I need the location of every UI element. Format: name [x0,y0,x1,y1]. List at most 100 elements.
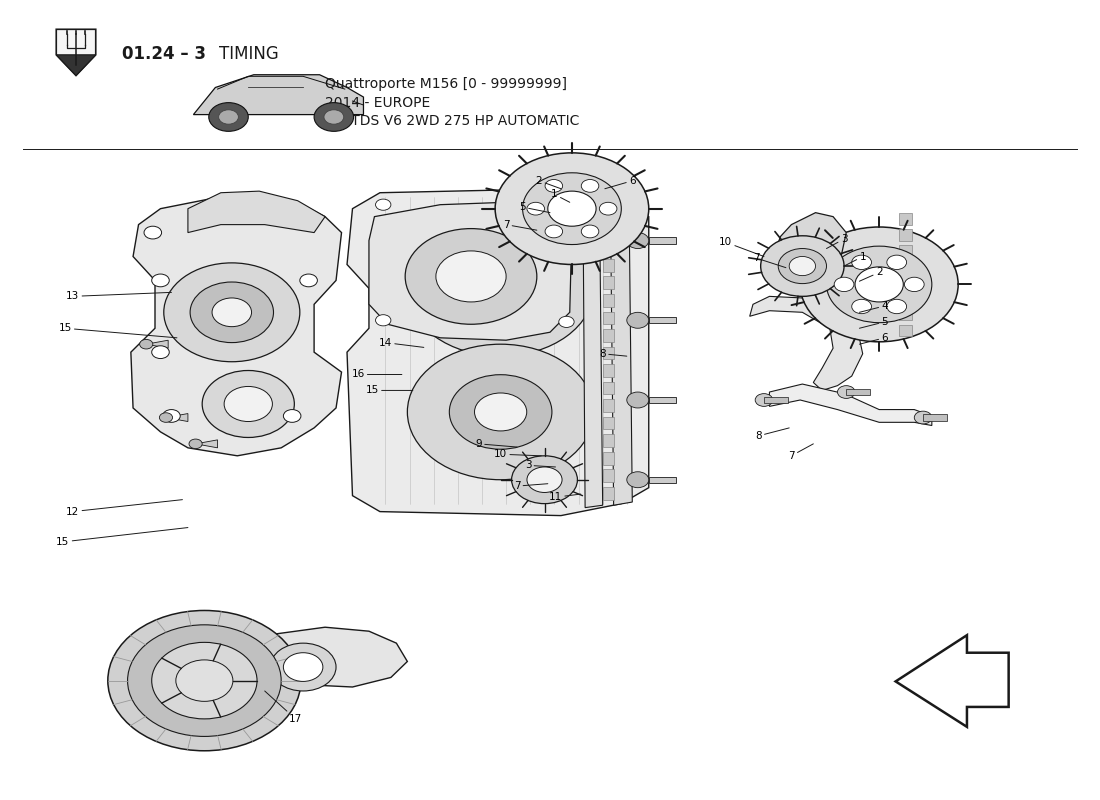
Polygon shape [188,191,326,233]
Polygon shape [603,242,614,254]
Polygon shape [583,191,603,508]
Polygon shape [603,452,614,465]
Circle shape [284,410,301,422]
Polygon shape [603,434,614,447]
Circle shape [449,251,552,326]
Polygon shape [603,294,614,306]
Polygon shape [899,309,912,320]
Circle shape [163,410,180,422]
Circle shape [600,202,617,215]
Text: 5: 5 [519,202,550,213]
Circle shape [761,236,844,296]
Text: 15: 15 [365,386,412,395]
Circle shape [284,653,323,682]
Circle shape [315,102,353,131]
Polygon shape [649,397,676,403]
Circle shape [375,314,390,326]
Text: 7: 7 [514,481,548,491]
Text: 5: 5 [859,317,888,328]
Circle shape [202,370,295,438]
Circle shape [212,298,252,326]
Text: 16: 16 [351,370,402,379]
Circle shape [224,386,273,422]
Text: 1: 1 [551,190,570,202]
Circle shape [512,456,578,504]
Text: 11: 11 [549,492,581,502]
Circle shape [778,249,826,284]
Polygon shape [146,340,168,348]
Polygon shape [368,202,572,340]
Circle shape [837,386,855,398]
Circle shape [219,110,239,124]
Circle shape [190,282,274,342]
Circle shape [522,173,622,245]
Polygon shape [899,214,912,225]
Circle shape [152,274,169,286]
Circle shape [527,202,544,215]
Circle shape [627,312,649,328]
Circle shape [800,227,958,342]
Circle shape [405,229,537,324]
Polygon shape [846,389,870,395]
Circle shape [375,199,390,210]
Circle shape [627,472,649,488]
Circle shape [152,346,169,358]
Polygon shape [899,262,912,273]
Polygon shape [131,197,341,456]
Polygon shape [899,293,912,304]
Polygon shape [603,277,614,289]
Circle shape [128,625,282,737]
Text: 3: 3 [826,234,847,249]
Circle shape [851,299,871,314]
Circle shape [495,153,649,265]
Polygon shape [649,317,676,323]
Text: 2: 2 [859,267,882,282]
Circle shape [474,393,527,431]
Polygon shape [769,384,932,426]
Text: 3: 3 [525,460,556,470]
Polygon shape [603,399,614,412]
Polygon shape [603,329,614,342]
Circle shape [548,191,596,226]
Circle shape [152,642,257,719]
Circle shape [209,102,249,131]
Polygon shape [603,470,614,482]
Circle shape [627,392,649,408]
Polygon shape [603,487,614,500]
Polygon shape [899,278,912,288]
Circle shape [834,278,854,291]
Text: 2014 - EUROPE: 2014 - EUROPE [326,96,430,110]
Circle shape [300,274,318,286]
Text: 7: 7 [503,220,537,230]
Circle shape [407,221,594,356]
Polygon shape [205,627,407,689]
Text: 14: 14 [378,338,424,347]
Circle shape [144,226,162,239]
Circle shape [108,610,301,750]
Text: 3.0 TDS V6 2WD 275 HP AUTOMATIC: 3.0 TDS V6 2WD 275 HP AUTOMATIC [326,114,580,128]
Circle shape [527,467,562,493]
Polygon shape [603,382,614,394]
Circle shape [559,202,574,213]
Circle shape [324,110,343,124]
Polygon shape [346,189,649,515]
Circle shape [627,233,649,249]
Text: 12: 12 [66,500,183,517]
Circle shape [789,257,815,276]
Circle shape [189,439,202,449]
Text: 10: 10 [494,450,541,459]
Circle shape [160,413,173,422]
Polygon shape [610,199,632,506]
Polygon shape [649,238,676,244]
Circle shape [559,316,574,327]
Polygon shape [603,364,614,377]
Polygon shape [196,440,218,448]
Circle shape [581,225,598,238]
Text: 17: 17 [265,691,302,724]
Text: 15: 15 [56,527,188,547]
Circle shape [474,270,527,307]
Polygon shape [750,296,862,390]
Circle shape [581,179,598,192]
Circle shape [407,344,594,480]
Polygon shape [603,311,614,324]
